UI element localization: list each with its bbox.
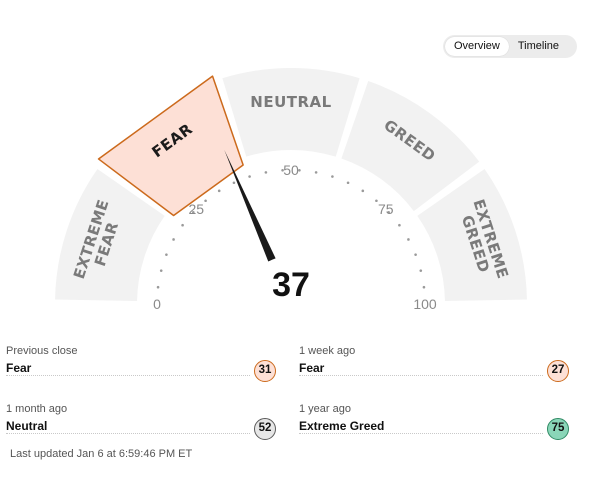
tick-label-0: 0: [153, 296, 161, 312]
dotted-leader: [299, 433, 543, 434]
gauge-needle: [224, 149, 276, 262]
stat-rating: Extreme Greed: [299, 419, 389, 433]
dial-dot: [331, 175, 334, 178]
dotted-leader: [299, 375, 543, 376]
gauge-value: 37: [243, 256, 339, 340]
stat-caption: 1 year ago: [299, 403, 351, 415]
stat-caption: 1 month ago: [6, 403, 68, 415]
dial-dot: [314, 171, 318, 174]
dial-dot: [217, 189, 221, 193]
stat-rating: Neutral: [6, 419, 52, 433]
tick-label-25: 25: [188, 201, 204, 217]
stat-rating: Fear: [6, 361, 36, 375]
dial-dot: [375, 199, 378, 203]
dial-dot: [248, 175, 251, 178]
dial-dot: [346, 181, 350, 185]
dial-dot: [419, 269, 423, 272]
stat-caption: 1 week ago: [299, 345, 356, 357]
dial-dot: [156, 285, 160, 289]
gauge-center-disk: [243, 256, 339, 340]
dial-dot: [398, 223, 401, 227]
dial-dot: [361, 189, 365, 193]
overview-tab[interactable]: Overview: [445, 37, 509, 56]
last-updated: Last updated Jan 6 at 6:59:46 PM ET: [10, 448, 193, 460]
gauge-segment-extreme-greed: [417, 168, 527, 302]
gauge-segment-fear: [97, 75, 244, 217]
timeline-tab[interactable]: Timeline: [517, 40, 560, 52]
gauge-dial-dots: [156, 168, 426, 289]
stat-rating: Fear: [299, 361, 329, 375]
dial-dot: [422, 285, 426, 289]
dial-dot: [232, 181, 236, 185]
tick-label-50: 50: [283, 162, 299, 178]
dial-dot: [264, 171, 268, 174]
dial-dot: [298, 168, 301, 172]
gauge-segment-greed: [341, 80, 480, 212]
stat-score-badge: 31: [254, 360, 276, 382]
dial-dot: [407, 238, 410, 241]
fear-greed-gauge: EXTREMEFEARFEARNEUTRALGREEDEXTREMEGREED …: [55, 67, 527, 340]
gauge-tick-labels: 0 25 50 75 100: [153, 162, 437, 312]
dotted-leader: [6, 433, 250, 434]
gauge-segment-extreme-fear: [55, 168, 165, 302]
gauge-label-neutral: NEUTRAL: [250, 93, 331, 111]
dotted-leader: [6, 375, 250, 376]
stat-score-badge: 75: [547, 418, 569, 440]
view-toggle: Overview Timeline: [443, 35, 577, 58]
dial-dot: [387, 210, 390, 214]
dial-dot: [165, 253, 168, 256]
tick-label-100: 100: [413, 296, 437, 312]
dial-dot: [159, 269, 163, 272]
dial-dot: [281, 168, 284, 172]
gauge-segment-neutral: [222, 67, 360, 157]
gauge-value-text: 37: [272, 266, 310, 304]
stat-previous-close: Previous close Fear 31: [6, 345, 276, 385]
stat-score-badge: 52: [254, 418, 276, 440]
stat-score-badge: 27: [547, 360, 569, 382]
dial-dot: [204, 199, 207, 203]
dial-dot: [181, 223, 184, 227]
tick-label-75: 75: [378, 201, 394, 217]
dial-dot: [192, 210, 195, 214]
stat-1-year-ago: 1 year ago Extreme Greed 75: [299, 403, 569, 443]
stat-caption: Previous close: [6, 345, 78, 357]
gauge-label-line: NEUTRAL: [250, 93, 331, 111]
stat-1-week-ago: 1 week ago Fear 27: [299, 345, 569, 385]
dial-dot: [172, 238, 175, 241]
dial-dot: [414, 253, 417, 256]
stat-1-month-ago: 1 month ago Neutral 52: [6, 403, 276, 443]
needle-pointer: [224, 149, 276, 262]
